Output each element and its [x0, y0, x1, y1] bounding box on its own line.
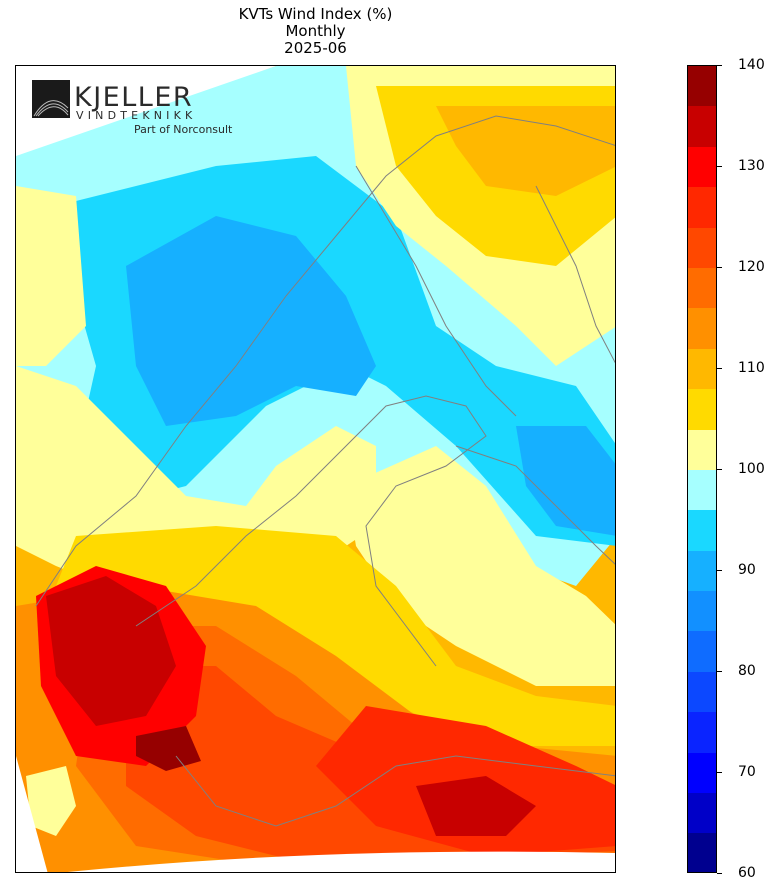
- chart-title: KVTs Wind Index (%) Monthly 2025-06: [15, 6, 616, 57]
- colorbar: [687, 65, 717, 873]
- se-corner-white: [67, 851, 615, 872]
- north-orange: [436, 106, 615, 196]
- colorbar-tick-label: 130: [738, 158, 765, 174]
- colorbar-tick-label: 110: [738, 360, 765, 376]
- central-gold: [56, 526, 615, 746]
- colorbar-segment: [688, 66, 716, 107]
- colorbar-segment: [688, 752, 716, 794]
- kjeller-logo: KJELLER VINDTEKNIKK Part of Norconsult: [32, 80, 262, 140]
- colorbar-tick-mark: [717, 570, 722, 571]
- colorbar-tick-mark: [717, 368, 722, 369]
- logo-mark: [32, 80, 70, 118]
- colorbar-tick-label: 80: [738, 663, 756, 679]
- west-yellow: [16, 186, 86, 366]
- nw-corner-white: [16, 66, 276, 156]
- colorbar-segment: [688, 591, 716, 632]
- skagerrak-darkred: [136, 726, 201, 771]
- colorbar-tick-label: 120: [738, 259, 765, 275]
- colorbar-segment: [688, 429, 716, 470]
- coastlines: [35, 115, 615, 827]
- colorbar-segment: [688, 106, 716, 147]
- sw-yellow: [26, 766, 76, 836]
- colorbar-segment: [688, 348, 716, 390]
- colorbar-segment: [688, 833, 716, 872]
- logo-sub: VINDTEKNIKK: [76, 109, 196, 122]
- sw-corner-white: [16, 756, 48, 872]
- norway-darkred: [46, 576, 176, 726]
- colorbar-segment: [688, 712, 716, 753]
- colorbar-segment: [688, 469, 716, 511]
- colorbar-tick-label: 100: [738, 461, 765, 477]
- colorbar-segment: [688, 187, 716, 228]
- colorbar-tick-mark: [717, 873, 722, 874]
- title-line-2: Monthly: [285, 22, 346, 40]
- logo-graphic: KJELLER VINDTEKNIKK Part of Norconsult: [32, 80, 233, 136]
- colorbar-segment: [688, 793, 716, 834]
- colorbar-tick-mark: [717, 671, 722, 672]
- title-line-1: KVTs Wind Index (%): [238, 5, 393, 23]
- colorbar-segment: [688, 267, 716, 309]
- colorbar-tick-label: 140: [738, 57, 765, 73]
- wind-index-map: KJELLER VINDTEKNIKK Part of Norconsult: [15, 65, 616, 873]
- map-canvas: [16, 66, 615, 872]
- colorbar-tick-label: 70: [738, 764, 756, 780]
- colorbar-segment: [688, 146, 716, 188]
- logo-name: KJELLER: [74, 82, 193, 113]
- colorbar-segment: [688, 631, 716, 672]
- colorbar-segment: [688, 510, 716, 551]
- colorbar-tick-mark: [717, 65, 722, 66]
- colorbar-segment: [688, 308, 716, 349]
- colorbar-segment: [688, 550, 716, 592]
- colorbar-segment: [688, 671, 716, 713]
- sea-blue-deep-2: [516, 426, 615, 536]
- colorbar-tick-label: 60: [738, 865, 756, 881]
- colorbar-tick-mark: [717, 166, 722, 167]
- colorbar-tick-label: 90: [738, 562, 756, 578]
- sea-blue-deep: [126, 216, 376, 426]
- colorbar-tick-mark: [717, 469, 722, 470]
- title-line-3: 2025-06: [284, 39, 347, 57]
- logo-tagline: Part of Norconsult: [134, 123, 233, 136]
- colorbar-tick-mark: [717, 772, 722, 773]
- finland-yellow: [346, 446, 615, 686]
- baltic-darkred: [416, 776, 536, 836]
- colorbar-tick-mark: [717, 267, 722, 268]
- colorbar-segment: [688, 227, 716, 268]
- west-offshore-yellow: [16, 366, 376, 586]
- colorbar-segment: [688, 389, 716, 430]
